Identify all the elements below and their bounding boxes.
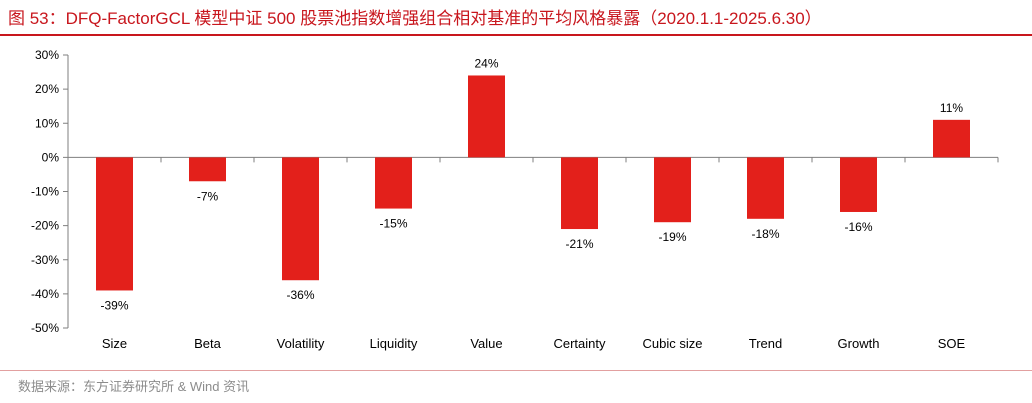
data-label: 24% xyxy=(474,56,498,70)
x-tick-label: Size xyxy=(102,336,127,351)
footer-divider xyxy=(0,370,1032,371)
data-label: 11% xyxy=(940,101,963,115)
y-tick-label: 10% xyxy=(35,116,59,130)
y-tick-label: -10% xyxy=(31,185,59,199)
figure-title: 图 53：DFQ-FactorGCL 模型中证 500 股票池指数增强组合相对基… xyxy=(8,9,822,28)
source-note: 数据来源：东方证券研究所 & Wind 资讯 xyxy=(18,379,250,394)
x-tick-label: Certainty xyxy=(553,336,606,351)
y-tick-label: -40% xyxy=(31,287,59,301)
y-tick-label: -50% xyxy=(31,321,59,335)
bar-growth xyxy=(840,157,877,212)
bar-volatility xyxy=(282,157,319,281)
data-label: -7% xyxy=(197,189,219,203)
y-tick-label: -30% xyxy=(31,253,59,267)
bar-size xyxy=(96,157,133,291)
y-tick-label: 30% xyxy=(35,48,59,62)
title-divider xyxy=(0,34,1032,36)
bar-trend xyxy=(747,157,784,219)
bar-cubic-size xyxy=(654,157,691,223)
y-tick-label: 0% xyxy=(42,150,60,164)
x-tick-label: Trend xyxy=(749,336,782,351)
bar-value xyxy=(468,75,505,158)
x-tick-label: Growth xyxy=(838,336,880,351)
data-label: -19% xyxy=(658,230,686,244)
data-label: -36% xyxy=(286,288,314,302)
data-label: -16% xyxy=(844,220,872,234)
bar-soe xyxy=(933,119,970,158)
data-label: -18% xyxy=(751,227,779,241)
bar-beta xyxy=(189,157,226,182)
y-tick-label: -20% xyxy=(31,219,59,233)
x-tick-label: Value xyxy=(470,336,502,351)
x-tick-label: Beta xyxy=(194,336,222,351)
bar-chart: 30% 20% 10% 0% -10% -20% -30% -40% -50% -39% Size -… xyxy=(31,48,999,351)
x-tick-label: Volatility xyxy=(277,336,325,351)
bar-certainty xyxy=(561,157,598,230)
x-tick-label: Liquidity xyxy=(370,336,418,351)
y-tick-label: 20% xyxy=(35,82,59,96)
data-label: -21% xyxy=(565,237,593,251)
x-tick-label: SOE xyxy=(938,336,966,351)
data-label: -39% xyxy=(100,298,128,312)
x-tick-label: Cubic size xyxy=(643,336,703,351)
data-label: -15% xyxy=(379,217,407,231)
bar-liquidity xyxy=(375,157,412,209)
